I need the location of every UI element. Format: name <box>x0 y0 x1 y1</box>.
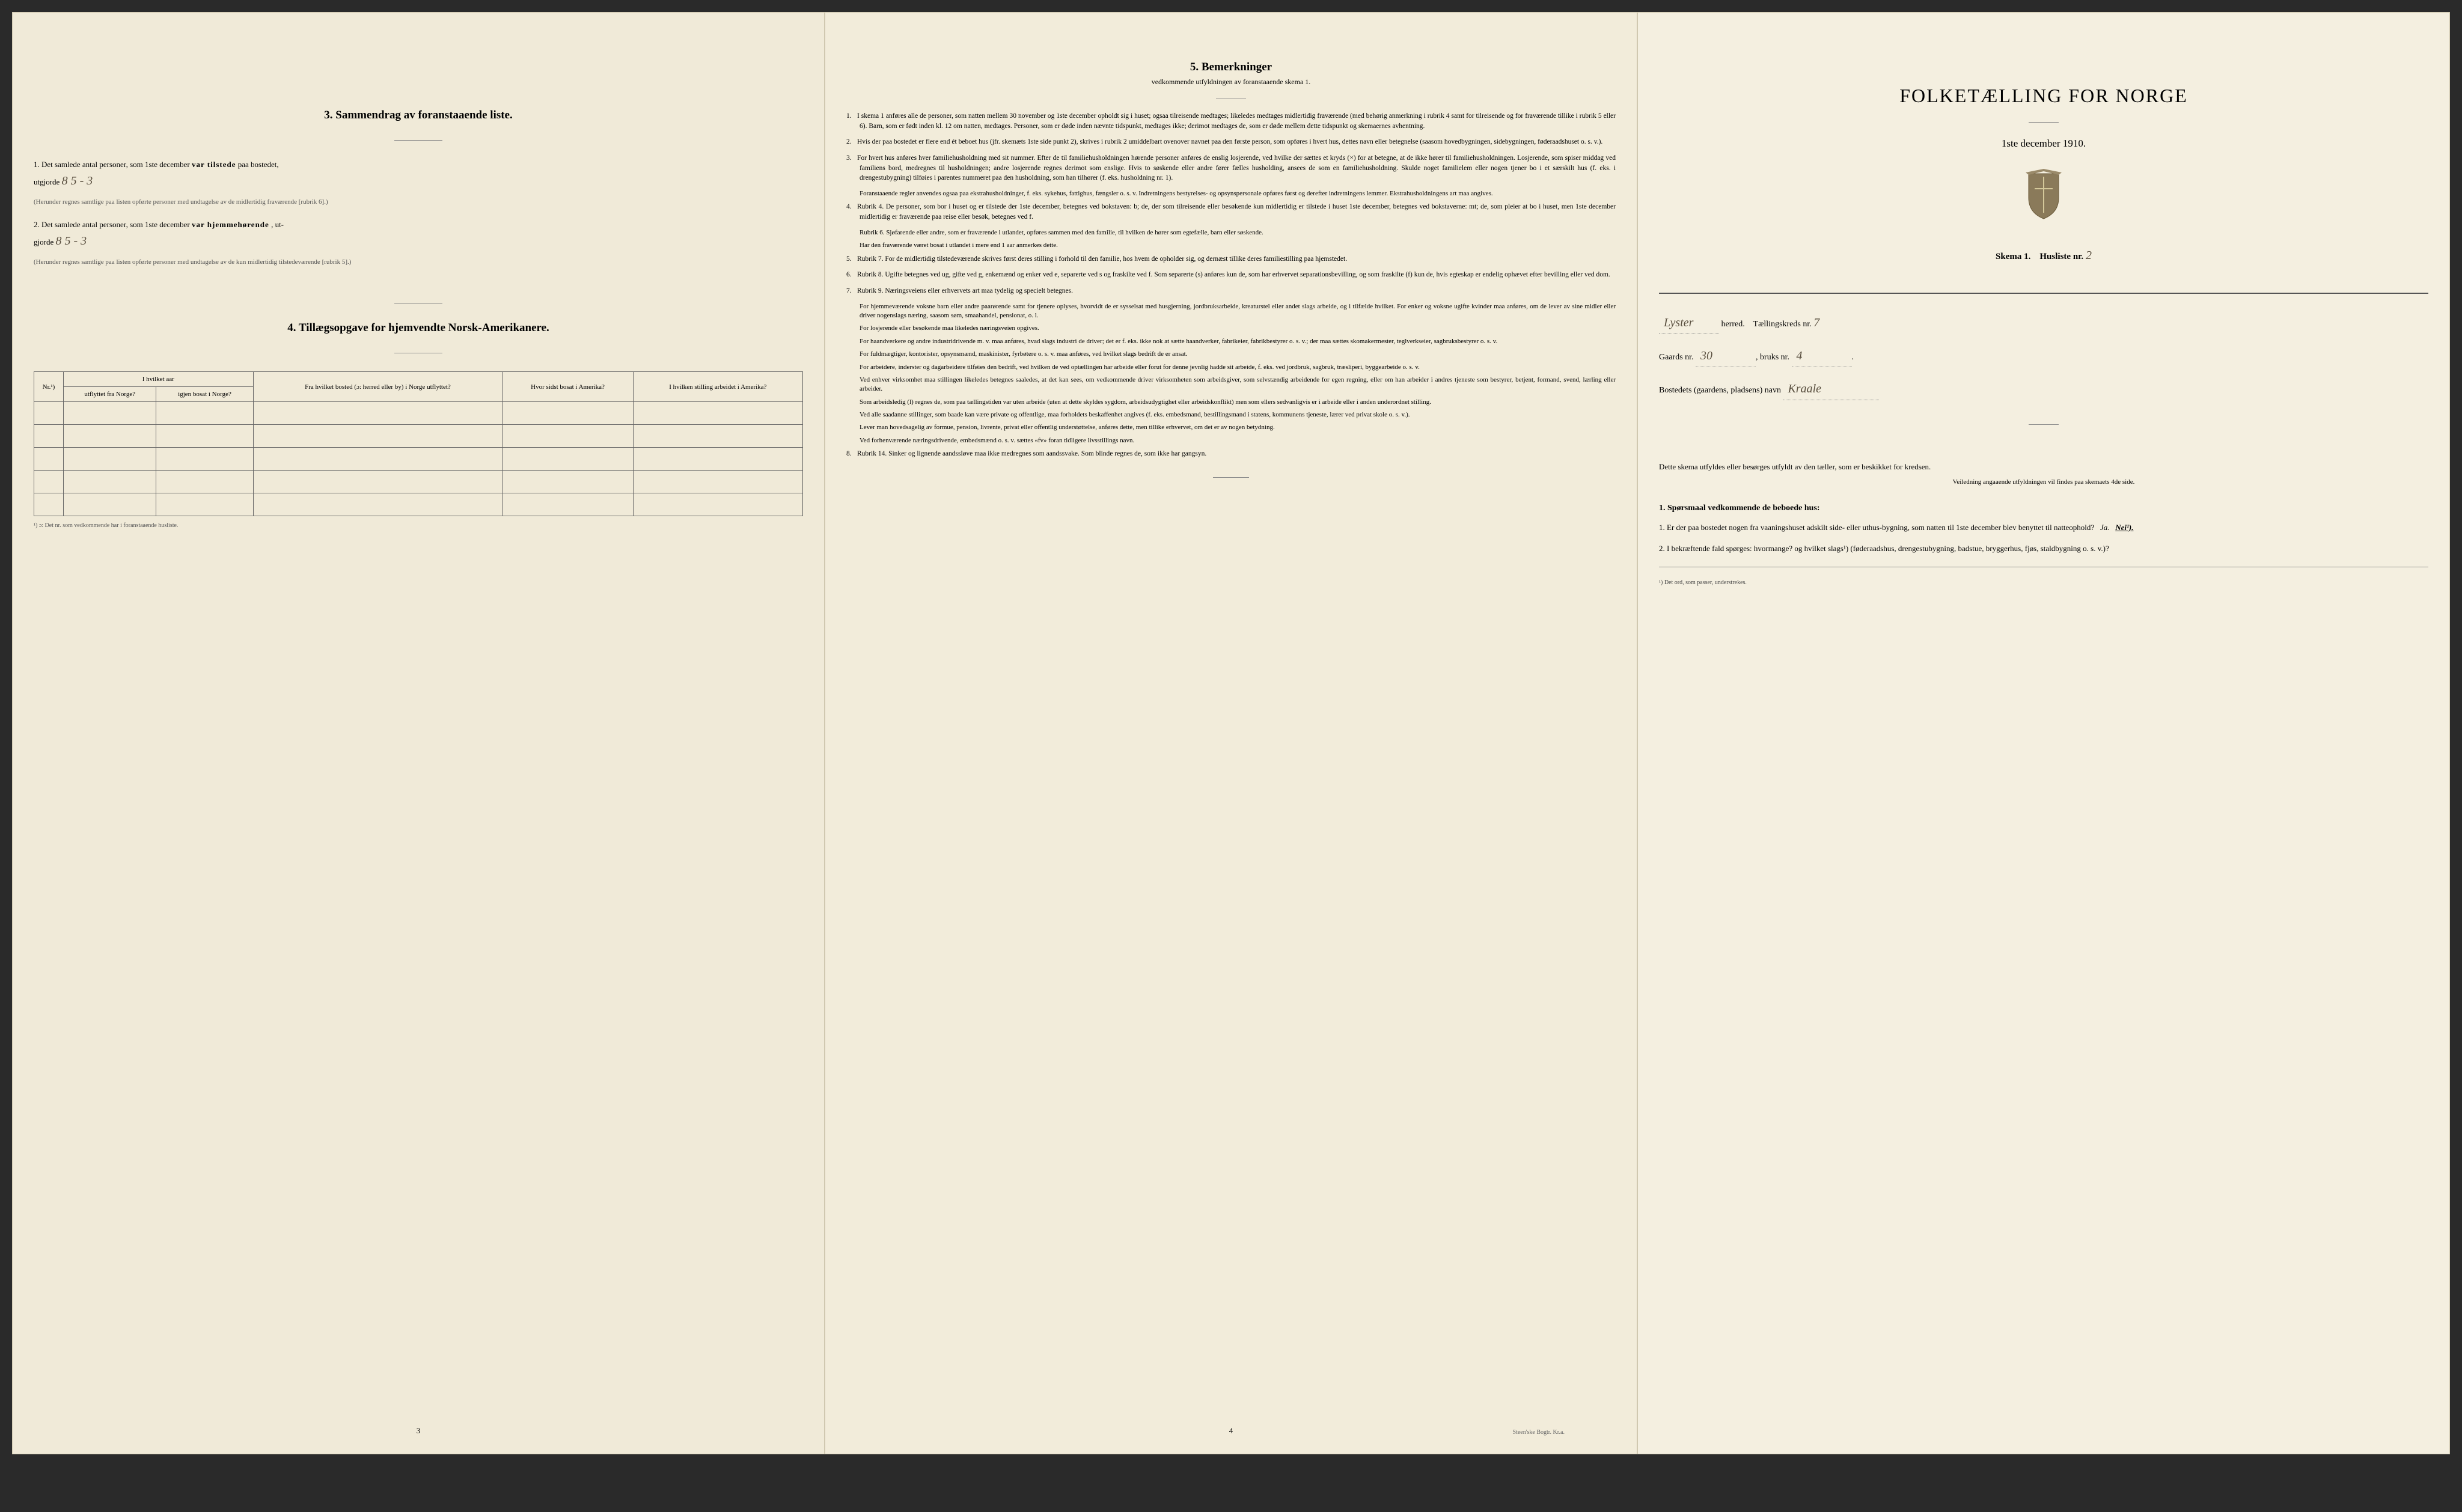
table-row <box>34 448 803 471</box>
census-date: 1ste december 1910. <box>1659 138 2428 150</box>
remark-4: 4.Rubrik 4. De personer, som bor i huset… <box>846 202 1616 222</box>
divider <box>394 140 442 141</box>
item1-note: (Herunder regnes samtlige paa listen opf… <box>34 198 803 207</box>
tilstede-count: 8 5 - 3 <box>62 174 93 187</box>
taellingskreds-nr: 7 <box>1813 316 1819 329</box>
section-5-title: 5. Bemerkninger <box>846 61 1616 74</box>
hjemmehorende-count: 8 5 - 3 <box>55 234 87 248</box>
page-number: 4 <box>1229 1426 1233 1436</box>
question-heading: 1. Spørsmaal vedkommende de beboede hus: <box>1659 504 2428 513</box>
remark-7-sub6: Ved enhver virksomhet maa stillingen lik… <box>860 376 1616 394</box>
gaards-nr: 30 <box>1696 345 1756 367</box>
divider <box>2029 122 2059 123</box>
divider <box>2029 424 2059 425</box>
item2-note: (Herunder regnes samtlige paa listen opf… <box>34 258 803 267</box>
printer-note: Steen'ske Bogtr. Kr.a. <box>1512 1429 1565 1436</box>
amerikanere-table: Nr.¹) I hvilket aar Fra hvilket bosted (… <box>34 371 803 516</box>
remark-7-sub7: Som arbeidsledig (l) regnes de, som paa … <box>860 398 1616 407</box>
table-row <box>34 402 803 425</box>
remark-4-sub: Rubrik 6. Sjøfarende eller andre, som er… <box>860 228 1616 237</box>
remark-7-sub2: For losjerende eller besøkende maa likel… <box>860 324 1616 333</box>
th-bosted: Fra hvilket bosted (ɔ: herred eller by) … <box>253 372 502 402</box>
remark-7-sub5: For arbeidere, inderster og dagarbeidere… <box>860 363 1616 372</box>
remark-8: 8.Rubrik 14. Sinker og lignende aandsslø… <box>846 449 1616 459</box>
remark-7-sub4: For fuldmægtiger, kontorister, opsynsmæn… <box>860 350 1616 359</box>
page-4: 5. Bemerkninger vedkommende utfyldningen… <box>825 12 1637 1454</box>
remark-7-sub8: Ved alle saadanne stillinger, som baade … <box>860 410 1616 419</box>
table-row <box>34 471 803 493</box>
table-footnote: ¹) ɔ: Det nr. som vedkommende har i fora… <box>34 522 803 529</box>
schema-line: Skema 1. Husliste nr. 2 <box>1659 249 2428 263</box>
remark-2: 2.Hvis der paa bostedet er flere end ét … <box>846 137 1616 147</box>
remark-5: 5.Rubrik 7. For de midlertidig tilstedev… <box>846 254 1616 264</box>
remark-7-sub9: Lever man hovedsagelig av formue, pensio… <box>860 423 1616 432</box>
main-title: FOLKETÆLLING FOR NORGE <box>1659 85 2428 107</box>
remark-7-sub: For hjemmeværende voksne barn eller andr… <box>860 302 1616 321</box>
summary-item-1: 1. Det samlede antal personer, som 1ste … <box>34 159 803 191</box>
remark-4-sub2: Har den fraværende været bosat i utlande… <box>860 241 1616 250</box>
th-nr: Nr.¹) <box>34 372 64 402</box>
bostedet-line: Bostedets (gaardens, pladsens) navn Kraa… <box>1659 378 2428 400</box>
th-stilling: I hvilken stilling arbeidet i Amerika? <box>633 372 802 402</box>
divider <box>1213 477 1249 478</box>
info-text: Dette skema utfyldes eller besørges utfy… <box>1659 461 2428 474</box>
section-3-title: 3. Sammendrag av foranstaaende liste. <box>34 109 803 122</box>
page-1-cover: FOLKETÆLLING FOR NORGE 1ste december 191… <box>1637 12 2450 1454</box>
th-igjen-bosat: igjen bosat i Norge? <box>156 387 253 402</box>
page-number: 3 <box>417 1426 421 1436</box>
remarks-list: 1.I skema 1 anføres alle de personer, so… <box>846 111 1616 459</box>
th-aar: I hvilket aar <box>63 372 253 387</box>
table-row <box>34 493 803 516</box>
page-3: 3. Sammendrag av foranstaaende liste. 1.… <box>12 12 825 1454</box>
remark-6: 6.Rubrik 8. Ugifte betegnes ved ug, gift… <box>846 270 1616 280</box>
section-5-subtitle: vedkommende utfyldningen av foranstaaend… <box>846 78 1616 87</box>
summary-item-2: 2. Det samlede antal personer, som 1ste … <box>34 219 803 251</box>
remark-7-sub10: Ved forhenværende næringsdrivende, embed… <box>860 436 1616 445</box>
bottom-footnote: ¹) Det ord, som passer, understrekes. <box>1659 579 2428 586</box>
herred-line: Lyster herred. Tællingskreds nr. 7 <box>1659 312 2428 334</box>
remark-3-sub: Foranstaaende regler anvendes ogsaa paa … <box>860 189 1616 198</box>
answer-nei: Nei¹). <box>2115 523 2133 532</box>
remark-7: 7.Rubrik 9. Næringsveiens eller erhverve… <box>846 286 1616 296</box>
husliste-nr: 2 <box>2086 249 2092 262</box>
coat-of-arms-icon <box>1659 168 2428 225</box>
section-4-title: 4. Tillægsopgave for hjemvendte Norsk-Am… <box>34 322 803 335</box>
census-document: 3. Sammendrag av foranstaaende liste. 1.… <box>12 12 2450 1454</box>
remark-1: 1.I skema 1 anføres alle de personer, so… <box>846 111 1616 131</box>
gaards-line: Gaards nr. 30, bruks nr. 4. <box>1659 345 2428 367</box>
table-row <box>34 425 803 448</box>
remark-7-sub3: For haandverkere og andre industridriven… <box>860 337 1616 346</box>
question-1: 1. Er der paa bostedet nogen fra vaaning… <box>1659 522 2428 534</box>
herred-value: Lyster <box>1659 312 1719 334</box>
divider <box>1659 293 2428 294</box>
question-2: 2. I bekræftende fald spørges: hvormange… <box>1659 543 2428 555</box>
info-small: Veiledning angaaende utfyldningen vil fi… <box>1659 478 2428 486</box>
th-utflyttet: utflyttet fra Norge? <box>63 387 156 402</box>
remark-3: 3.For hvert hus anføres hver familiehush… <box>846 153 1616 183</box>
bostedet-navn: Kraale <box>1783 378 1879 400</box>
th-amerika-bosat: Hvor sidst bosat i Amerika? <box>502 372 633 402</box>
bruks-nr: 4 <box>1792 345 1852 367</box>
